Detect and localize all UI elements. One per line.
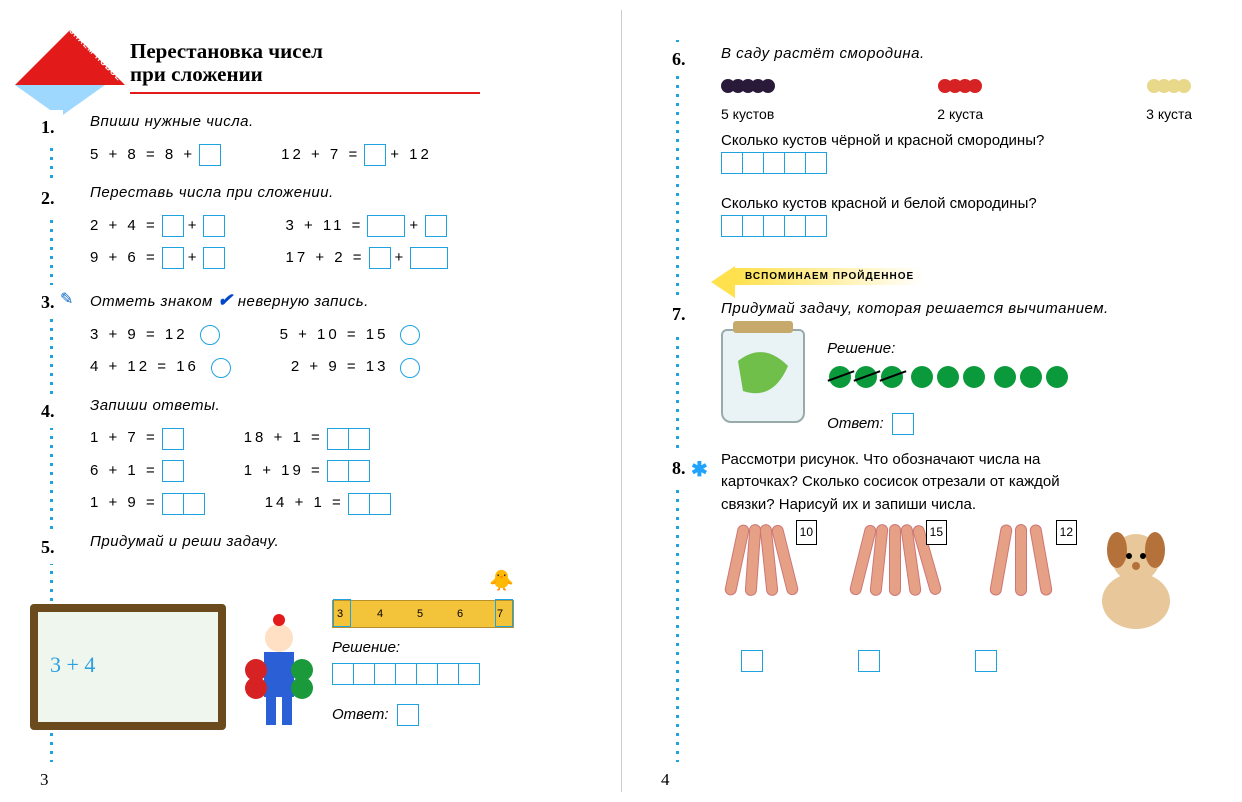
heading-underline <box>130 92 480 94</box>
answer-box[interactable] <box>349 460 370 482</box>
answer-box[interactable] <box>327 428 349 450</box>
counters: Решение: Ответ: <box>827 329 1069 439</box>
dotted-margin-right <box>676 40 679 762</box>
answer-box[interactable] <box>410 247 448 269</box>
answer-box[interactable] <box>892 413 914 435</box>
task-number: 8. <box>666 451 692 485</box>
answer-box[interactable] <box>741 650 763 672</box>
corner-triangle-red <box>15 30 125 85</box>
answer-box[interactable] <box>367 215 405 237</box>
section-header: ВСПОМИНАЕМ ПРОЙДЕННОЕ <box>681 266 1202 285</box>
chalkboard-illustration: 3 + 4 <box>30 604 226 730</box>
task-number: 4. <box>35 394 61 428</box>
task-number: 7. <box>666 297 694 331</box>
task-text: Рассмотри рисунок. Что обозначают числа … <box>721 449 1202 517</box>
caption: 3 куста <box>1146 101 1192 128</box>
mark-circle[interactable] <box>200 325 220 345</box>
jar-illustration <box>721 329 805 423</box>
task-5: 5. Придумай и реши задачу. 3 + 4 <box>90 528 591 730</box>
tag-label: 10 <box>796 520 817 545</box>
page-right: 6. В саду растёт смородина. 5 кустов 2 к… <box>621 0 1242 802</box>
tag-label: 12 <box>1056 520 1077 545</box>
answer-box[interactable] <box>975 650 997 672</box>
answer-box[interactable] <box>199 144 221 166</box>
page-title: Перестановка чисел при сложении <box>130 40 591 86</box>
berries-illustration: 5 кустов 2 куста 3 куста <box>721 75 1192 128</box>
ruler-block: 🐥 3 4 5 6 7 Решение: <box>332 562 514 730</box>
section-triangle-icon <box>711 266 735 298</box>
task-number: 1. <box>35 110 63 144</box>
answer-box[interactable] <box>348 493 370 515</box>
answer-label: Ответ: <box>827 415 884 432</box>
answer-box[interactable] <box>162 247 184 269</box>
task-prompt: Отметь знаком ✔ неверную запись. <box>90 293 369 310</box>
equation: 5 + 8 = 8 + <box>90 141 221 170</box>
clown-illustration <box>234 610 324 730</box>
task-number: 2. <box>35 181 61 215</box>
task-8: 8. ✱ Рассмотри рисунок. Что обозначают ч… <box>721 449 1202 673</box>
page-number: 4 <box>661 770 670 790</box>
star-icon: ✱ <box>691 451 708 489</box>
task-number: 5. <box>35 530 61 564</box>
answer-label: Ответ: <box>332 706 389 723</box>
spread: УЗНАЁМ НОВОЕ Перестановка чисел при слож… <box>0 0 1242 802</box>
answer-box[interactable] <box>203 247 225 269</box>
solution-label: Решение: <box>827 335 1069 364</box>
answer-box[interactable] <box>327 460 349 482</box>
task-prompt: Запиши ответы. <box>90 397 220 414</box>
board-text: 3 + 4 <box>50 644 95 686</box>
answer-box[interactable] <box>162 460 184 482</box>
question: Сколько кустов чёрной и красной смородин… <box>721 130 1202 153</box>
answer-box[interactable] <box>349 428 370 450</box>
task-4: 4. Запиши ответы. 1 + 7 = 18 + 1 = 6 + 1… <box>90 392 591 518</box>
caption: 5 кустов <box>721 101 774 128</box>
answer-box[interactable] <box>369 247 391 269</box>
task-prompt: Придумай и реши задачу. <box>90 533 279 550</box>
check-icon: ✔ <box>217 290 233 310</box>
answer-box[interactable] <box>364 144 386 166</box>
mark-circle[interactable] <box>211 358 231 378</box>
answer-box[interactable] <box>425 215 447 237</box>
tag-label: 15 <box>926 520 947 545</box>
caption: 2 куста <box>937 101 983 128</box>
answer-cells[interactable] <box>721 152 827 174</box>
mark-circle[interactable] <box>400 358 420 378</box>
task-6: 6. В саду растёт смородина. 5 кустов 2 к… <box>721 40 1202 248</box>
solution-cells[interactable] <box>332 663 480 685</box>
task-prompt: Придумай задачу, которая решается вычита… <box>721 300 1109 317</box>
task-number: 3. <box>35 285 61 319</box>
mark-circle[interactable] <box>400 325 420 345</box>
task-prompt: В саду растёт смородина. <box>721 45 925 62</box>
task-prompt: Переставь числа при сложении. <box>90 184 334 201</box>
task-3: 3. ✎ Отметь знаком ✔ неверную запись. 3 … <box>90 283 591 382</box>
ruler-illustration: 3 4 5 6 7 <box>332 600 514 628</box>
task-number: 6. <box>666 42 692 76</box>
task-prompt: Впиши нужные числа. <box>90 113 254 130</box>
section-label: ВСПОМИНАЕМ ПРОЙДЕННОЕ <box>735 268 924 285</box>
answer-box[interactable] <box>858 650 880 672</box>
task-1: 1. Впиши нужные числа. 5 + 8 = 8 + 12 + … <box>90 108 591 169</box>
dog-illustration <box>1081 516 1191 636</box>
answer-box[interactable] <box>162 428 184 450</box>
page-left: УЗНАЁМ НОВОЕ Перестановка чисел при слож… <box>0 0 621 802</box>
solution-label: Решение: <box>332 634 514 663</box>
answer-cells[interactable] <box>721 215 827 237</box>
sausages-illustration: 10 15 12 <box>721 524 1071 644</box>
task-2: 2. Переставь числа при сложении. 2 + 4 =… <box>90 179 591 273</box>
answer-box[interactable] <box>397 704 419 726</box>
question: Сколько кустов красной и белой смородины… <box>721 193 1202 216</box>
pencil-icon: ✎ <box>60 285 73 315</box>
answer-box[interactable] <box>162 215 184 237</box>
task-7: 7. Придумай задачу, которая решается выч… <box>721 295 1202 439</box>
answer-box[interactable] <box>203 215 225 237</box>
equation: 12 + 7 = + 12 <box>281 141 432 170</box>
answer-box[interactable] <box>370 493 391 515</box>
answer-box[interactable] <box>184 493 205 515</box>
answer-box[interactable] <box>162 493 184 515</box>
page-number: 3 <box>40 770 49 790</box>
